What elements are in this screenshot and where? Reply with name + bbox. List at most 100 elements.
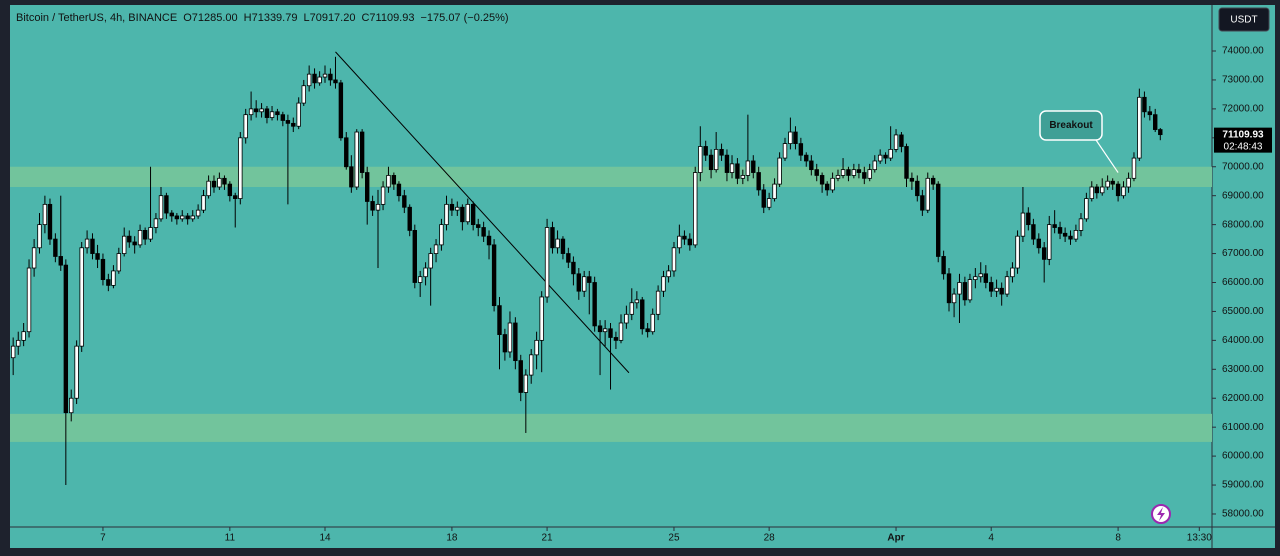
candle-body <box>687 238 693 246</box>
candle-body <box>497 305 502 335</box>
symbol: Bitcoin / TetherUS, 4h, BINANCE <box>16 12 177 24</box>
low-value: L70917.20 <box>303 12 355 24</box>
candle-body <box>491 244 497 307</box>
candle-body <box>195 209 201 217</box>
y-tick-label: 59000.00 <box>1222 480 1264 491</box>
candle-body <box>650 313 655 333</box>
candle-body <box>1110 180 1115 185</box>
currency-button[interactable] <box>1218 7 1270 32</box>
candle-body <box>677 235 682 249</box>
candle-body <box>602 328 608 333</box>
candle-body <box>470 203 476 226</box>
candle-body <box>1100 186 1105 194</box>
candle-body <box>31 247 37 269</box>
candle-body <box>957 282 962 295</box>
candle-body <box>185 215 190 220</box>
candle-body <box>285 120 291 124</box>
candle-body <box>180 215 185 220</box>
candle-body <box>793 131 798 145</box>
x-tick-label: Apr <box>887 533 904 544</box>
candle-body <box>581 276 587 292</box>
candle-body <box>1015 235 1020 269</box>
candle-body <box>550 227 555 249</box>
candle-body <box>412 230 417 283</box>
candle-body <box>79 247 84 347</box>
candle-body <box>95 253 100 260</box>
candle-body <box>333 79 338 84</box>
candle-body <box>1131 157 1137 179</box>
x-tick-label: 8 <box>1115 533 1121 544</box>
candle-body <box>804 154 809 162</box>
candle-body <box>1068 235 1073 240</box>
candle-body <box>883 154 888 159</box>
candle-body <box>1078 218 1084 231</box>
candle-body <box>814 169 819 176</box>
candle-body <box>1031 224 1036 240</box>
candle-body <box>941 256 946 275</box>
candle-body <box>106 279 111 286</box>
candle-body <box>645 328 650 333</box>
candle-body <box>417 276 423 283</box>
candle-body <box>439 224 444 246</box>
candle-body <box>375 203 381 211</box>
close-value: C71109.93 <box>361 12 414 24</box>
candle-body <box>909 177 915 182</box>
candle-body <box>587 276 592 283</box>
candle-body <box>1036 238 1041 249</box>
candle-body <box>1062 232 1068 237</box>
candle-body <box>708 154 714 171</box>
candle-body <box>766 198 772 208</box>
candle-body <box>391 175 397 185</box>
candle-body <box>63 264 69 414</box>
countdown-label: 02:48:43 <box>1224 141 1263 152</box>
candle-body <box>936 183 941 257</box>
candle-body <box>840 169 846 176</box>
candle-body <box>777 157 782 185</box>
candle-body <box>666 270 671 278</box>
candle-body <box>999 287 1004 295</box>
candle-body <box>729 163 735 173</box>
candle-body <box>380 186 386 205</box>
currency-label[interactable]: USDT <box>1230 15 1257 26</box>
candle-body <box>989 282 994 292</box>
candle-body <box>201 195 206 211</box>
candle-body <box>84 238 90 249</box>
candle-body <box>703 146 708 156</box>
candle-body <box>354 131 359 188</box>
candle-body <box>132 241 137 246</box>
trendline <box>335 51 630 374</box>
candle-body <box>465 203 470 223</box>
candle-body <box>53 238 58 257</box>
candle-body <box>127 235 132 243</box>
candle-body <box>904 146 909 179</box>
candle-body <box>58 256 63 266</box>
candle-body <box>21 331 26 341</box>
annotation-text: Breakout <box>1049 120 1093 131</box>
candle-body <box>597 325 603 333</box>
candle-body <box>153 218 159 228</box>
y-tick-label: 67000.00 <box>1222 248 1264 259</box>
candle-body <box>206 180 211 197</box>
x-tick-label: 14 <box>319 533 331 544</box>
candle-body <box>338 82 344 139</box>
candle-body <box>248 108 254 116</box>
candle-body <box>830 177 835 191</box>
candle-body <box>275 111 280 116</box>
candle-body <box>608 328 613 338</box>
candle-body <box>751 160 756 173</box>
plot-area: Breakout <box>10 51 1212 486</box>
candle-body <box>211 180 217 188</box>
candle-body <box>428 253 433 269</box>
candle-body <box>529 354 534 376</box>
candle-body <box>946 273 952 304</box>
header: Bitcoin / TetherUS, 4h, BINANCE O71285.00… <box>16 12 509 24</box>
candle-body <box>26 267 32 333</box>
candle-body <box>190 215 195 220</box>
candle-body <box>920 195 925 211</box>
x-tick-label: 11 <box>225 533 236 544</box>
y-tick-label: 61000.00 <box>1222 422 1264 433</box>
y-tick-label: 70000.00 <box>1222 161 1264 172</box>
candle-body <box>534 339 539 356</box>
